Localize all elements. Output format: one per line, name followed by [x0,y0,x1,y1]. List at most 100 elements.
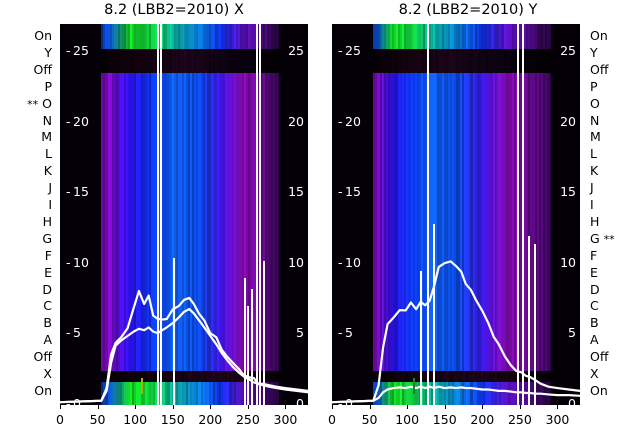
y-tick-value: 25 [560,43,576,59]
category-axis-label-c: C [43,298,52,314]
y-tick-label: -10 [338,254,361,270]
category-label-text: F [44,247,52,263]
category-label-text: O [590,95,600,111]
category-label-text: B [43,315,52,331]
category-label-text: On [34,27,52,43]
category-axis-label-p: P [44,80,52,93]
category-axis-label-m: M [41,129,52,145]
category-axis-label-a: A [43,333,52,347]
category-axis-label-off: Off [590,61,609,77]
category-axis-label-b: B [43,315,52,331]
spike-line [156,24,159,405]
x-tick-label: 100 [123,412,148,427]
category-label-text: G [590,230,600,246]
category-axis-label-d: D [590,283,600,296]
category-label-text: G [42,230,52,246]
trace-line [332,260,580,404]
trace-line [332,385,580,404]
category-axis-label-n: N [590,114,599,127]
y-tick-label: 15 [560,186,576,199]
y-tick-label: 0 [568,397,576,405]
category-axis-right: On Y Off P O N M L K J I H G ** F E D C B A Off X On [582,24,640,405]
y-tick-label: 25 [288,44,304,58]
y-tick-mark: - [338,113,343,129]
category-label-text: P [590,78,598,94]
category-axis-label-on: On [590,29,608,43]
x-tick-label: 0 [328,412,336,427]
category-label-text: I [590,196,594,212]
y-tick-mark: - [338,254,343,270]
x-axis-left: 0 50 100 150 200 250 300 [56,405,308,439]
x-axis-right: 0 50 100 150 200 250 300 [328,405,580,439]
category-axis-label-x: X [43,367,52,381]
y-tick-label: 20 [288,113,304,129]
spike-line [419,270,422,405]
x-tick-label: 50 [89,412,106,427]
spike-line [159,24,162,405]
y-tick-mark: - [338,43,343,59]
y-tick-label: 0 [296,397,304,405]
trace-overlay [60,289,308,404]
x-tick-label: 50 [361,412,378,427]
y-tick-value: 20 [288,113,304,129]
x-tick-mark [172,405,174,409]
category-label-text: Off [33,348,52,364]
y-tick-value: 5 [73,325,81,341]
x-tick-label: 150 [160,412,185,427]
y-tick-label: 5 [568,327,576,340]
x-tick-mark [557,405,559,409]
spectrogram-panel-y[interactable]: -0-5-10-15-20-25 0 5 10 15 20 25 [332,24,580,405]
category-label-text: F [590,247,598,263]
category-label-text: D [590,281,600,297]
category-axis-label-a: A [590,333,599,347]
y-tick-value: 10 [288,254,304,270]
category-axis-label-on: On [34,27,52,43]
category-label-text: B [590,315,599,331]
category-axis-label-l: L [45,147,52,161]
y-tick-label: 5 [296,327,304,340]
category-axis-label-f: F [590,247,598,263]
category-axis-label-off: Off [33,348,52,364]
y-tick-mark: - [338,325,343,341]
x-tick-mark [247,405,249,409]
category-axis-label-d: D [42,283,52,296]
x-tick-mark [444,405,446,409]
y-tick-mark: - [338,396,343,405]
category-label-text: M [41,129,52,145]
y-tick-label: -25 [338,43,361,59]
category-label-text: K [43,162,52,178]
category-label-text: H [590,213,600,229]
y-tick-label: 25 [560,43,576,59]
category-axis-label-c: C [590,298,599,314]
category-axis-label-off: Off [34,63,52,77]
event-tick-marker [141,378,144,395]
y-tick-value: 10 [345,254,361,270]
heat-band-gap-lower [60,371,308,383]
category-label-text: C [43,298,52,314]
y-tick-label: -0 [338,396,353,405]
category-axis-label-j: J [590,181,594,195]
category-axis-label-on: On [34,384,52,398]
trace-line [60,307,308,404]
y-tick-value: 15 [560,184,576,200]
x-tick-label: 200 [198,412,223,427]
category-label-text: D [42,281,52,297]
category-axis-label-k: K [590,164,598,178]
x-tick-label: 200 [470,412,495,427]
category-axis-label-l: L [590,146,597,162]
category-label-text: C [590,298,599,314]
y-tick-value: 5 [296,325,304,341]
spectrogram-panel-x[interactable]: -0-5-10-15-20-25 0 5 10 15 20 25 [60,24,308,405]
category-label-text: Off [590,61,609,77]
category-axis-label-o: ** O [27,97,52,110]
spike-line [527,235,530,405]
category-axis-label-y: Y [590,46,598,60]
category-label-text: L [590,146,597,162]
axis-marker-asterisks: ** [603,232,615,246]
x-tick-label: 100 [395,412,420,427]
spike-line [243,278,246,405]
spike-line [427,24,430,405]
y-tick-label: -10 [66,256,89,270]
y-tick-label: -5 [66,327,81,340]
